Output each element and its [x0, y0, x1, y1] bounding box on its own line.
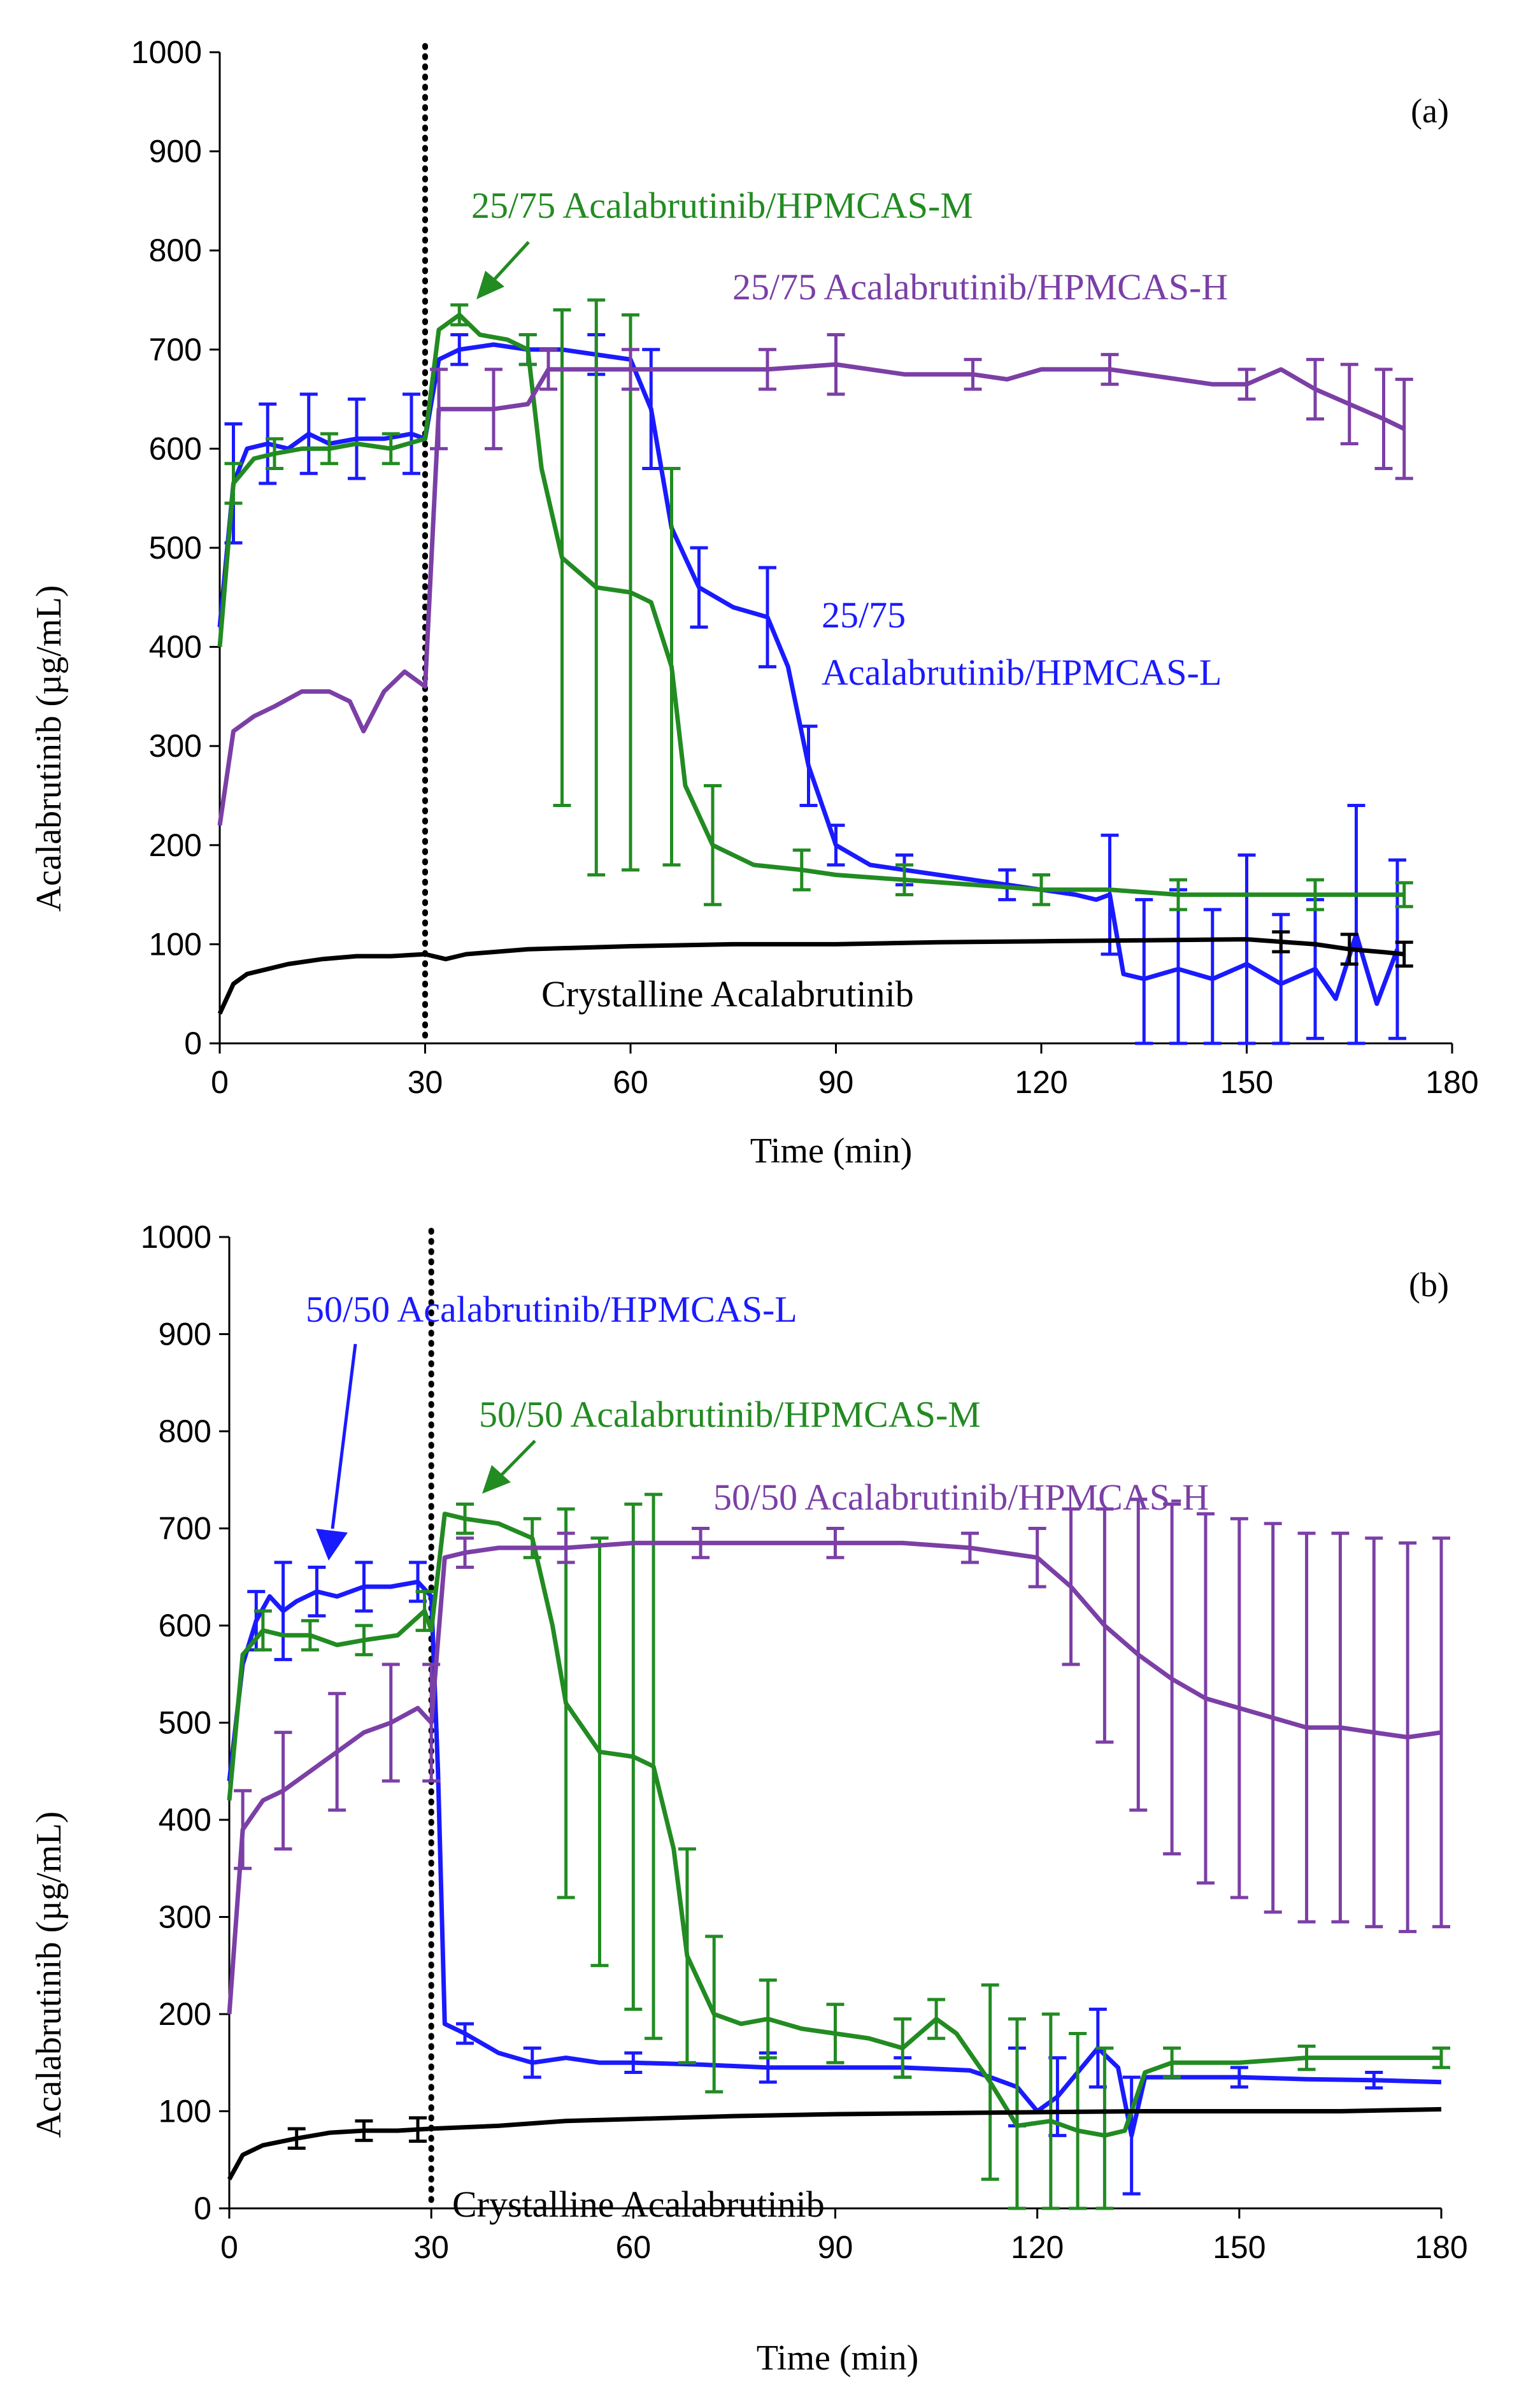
y-tick-label: 700	[159, 1511, 211, 1547]
series-green-a	[217, 298, 1413, 912]
series-line	[217, 312, 1404, 897]
x-axis-title-a: Time (min)	[750, 1131, 913, 1171]
annotation-crystalline-a: Crystalline Acalabrutinib	[541, 973, 914, 1015]
y-tick-label: 300	[149, 728, 202, 764]
y-tick-label: 700	[149, 332, 202, 368]
x-tick-label: 120	[1015, 1064, 1067, 1100]
panel-label-b: (b)	[1409, 1266, 1449, 1304]
series-blue-a	[217, 332, 1406, 1045]
y-tick-label: 500	[159, 1705, 211, 1741]
y-tick-label: 200	[149, 827, 202, 863]
annotation-25-75-hpmcas-l-line2: Acalabrutinib/HPMCAS-L	[822, 652, 1222, 693]
series-line	[217, 342, 1400, 1006]
x-tick-label: 150	[1220, 1064, 1273, 1100]
y-axis-title-b: Acalabrutinib (µg/mL)	[29, 1812, 69, 2138]
series-line	[227, 1540, 1442, 2015]
annotation-25-75-hpmcas-l-line1: 25/75	[822, 594, 906, 636]
x-tick-label: 0	[220, 2229, 238, 2265]
y-tick-label: 800	[159, 1413, 211, 1449]
annotation-50-50-hpmcas-m: 50/50 Acalabrutinib/HPMCAS-M	[479, 1394, 981, 1435]
series-black-b	[227, 2106, 1442, 2180]
series-purple-a	[217, 332, 1413, 826]
series-blue-b	[227, 1561, 1442, 2196]
x-axis-title-b: Time (min)	[757, 2338, 919, 2378]
chart-panel-b: Acalabrutinib (µg/mL) Time (min) (b) 0 10…	[29, 1219, 1468, 2378]
y-tick-label: 600	[159, 1608, 211, 1643]
x-tick-label: 180	[1415, 2229, 1467, 2265]
arrow-to-hpmcas-l-b	[316, 1343, 357, 1561]
series-green-b	[227, 1492, 1450, 2210]
y-tick-label: 100	[149, 926, 202, 962]
x-tick-label: 150	[1213, 2229, 1266, 2265]
y-tick-label: 1000	[141, 1219, 211, 1255]
series-line	[227, 2106, 1442, 2180]
y-tick-label: 0	[184, 1026, 202, 1061]
y-tick-label: 900	[149, 134, 202, 169]
annotation-50-50-hpmcas-l: 50/50 Acalabrutinib/HPMCAS-L	[306, 1289, 797, 1330]
y-tick-label: 900	[159, 1317, 211, 1352]
annotation-25-75-hpmcas-h: 25/75 Acalabrutinib/HPMCAS-H	[732, 266, 1228, 308]
y-tick-label: 500	[149, 530, 202, 566]
arrow-to-hpmcas-m-b	[482, 1440, 536, 1494]
y-axis-title-a: Acalabrutinib (µg/mL)	[29, 585, 69, 912]
x-tick-label: 60	[616, 2229, 652, 2265]
annotation-crystalline-b: Crystalline Acalabrutinib	[452, 2184, 825, 2225]
series-purple-b	[227, 1498, 1450, 2015]
y-tick-label: 400	[149, 629, 202, 665]
annotation-25-75-hpmcas-m: 25/75 Acalabrutinib/HPMCAS-M	[471, 185, 973, 226]
y-tick-label: 800	[149, 232, 202, 268]
annotation-50-50-hpmcas-h: 50/50 Acalabrutinib/HPMCAS-H	[713, 1476, 1209, 1518]
x-tick-label: 60	[613, 1064, 648, 1100]
x-tick-label: 90	[818, 1064, 854, 1100]
x-tick-label: 180	[1425, 1064, 1478, 1100]
x-tick-label: 90	[818, 2229, 853, 2265]
series-line	[227, 1512, 1441, 2138]
y-tick-label: 300	[159, 1899, 211, 1935]
arrow-to-hpmcas-m-peak-a	[476, 241, 530, 299]
y-tick-label: 1000	[131, 34, 202, 70]
y-tick-label: 200	[159, 1996, 211, 2032]
series-line	[217, 362, 1406, 826]
chart-panel-a: Acalabrutinib (µg/mL) Time (min) (a) 0 10…	[29, 34, 1479, 1171]
x-tick-label: 120	[1011, 2229, 1064, 2265]
x-tick-label: 30	[408, 1064, 443, 1100]
y-tick-label: 600	[149, 431, 202, 466]
x-tick-label: 30	[413, 2229, 449, 2265]
series-line	[217, 937, 1405, 1015]
x-tick-label: 0	[211, 1064, 229, 1100]
panel-label-a: (a)	[1411, 92, 1449, 130]
y-tick-label: 100	[159, 2094, 211, 2129]
series-black-a	[217, 930, 1413, 1015]
y-tick-label: 0	[194, 2191, 211, 2226]
y-tick-label: 400	[159, 1802, 211, 1838]
